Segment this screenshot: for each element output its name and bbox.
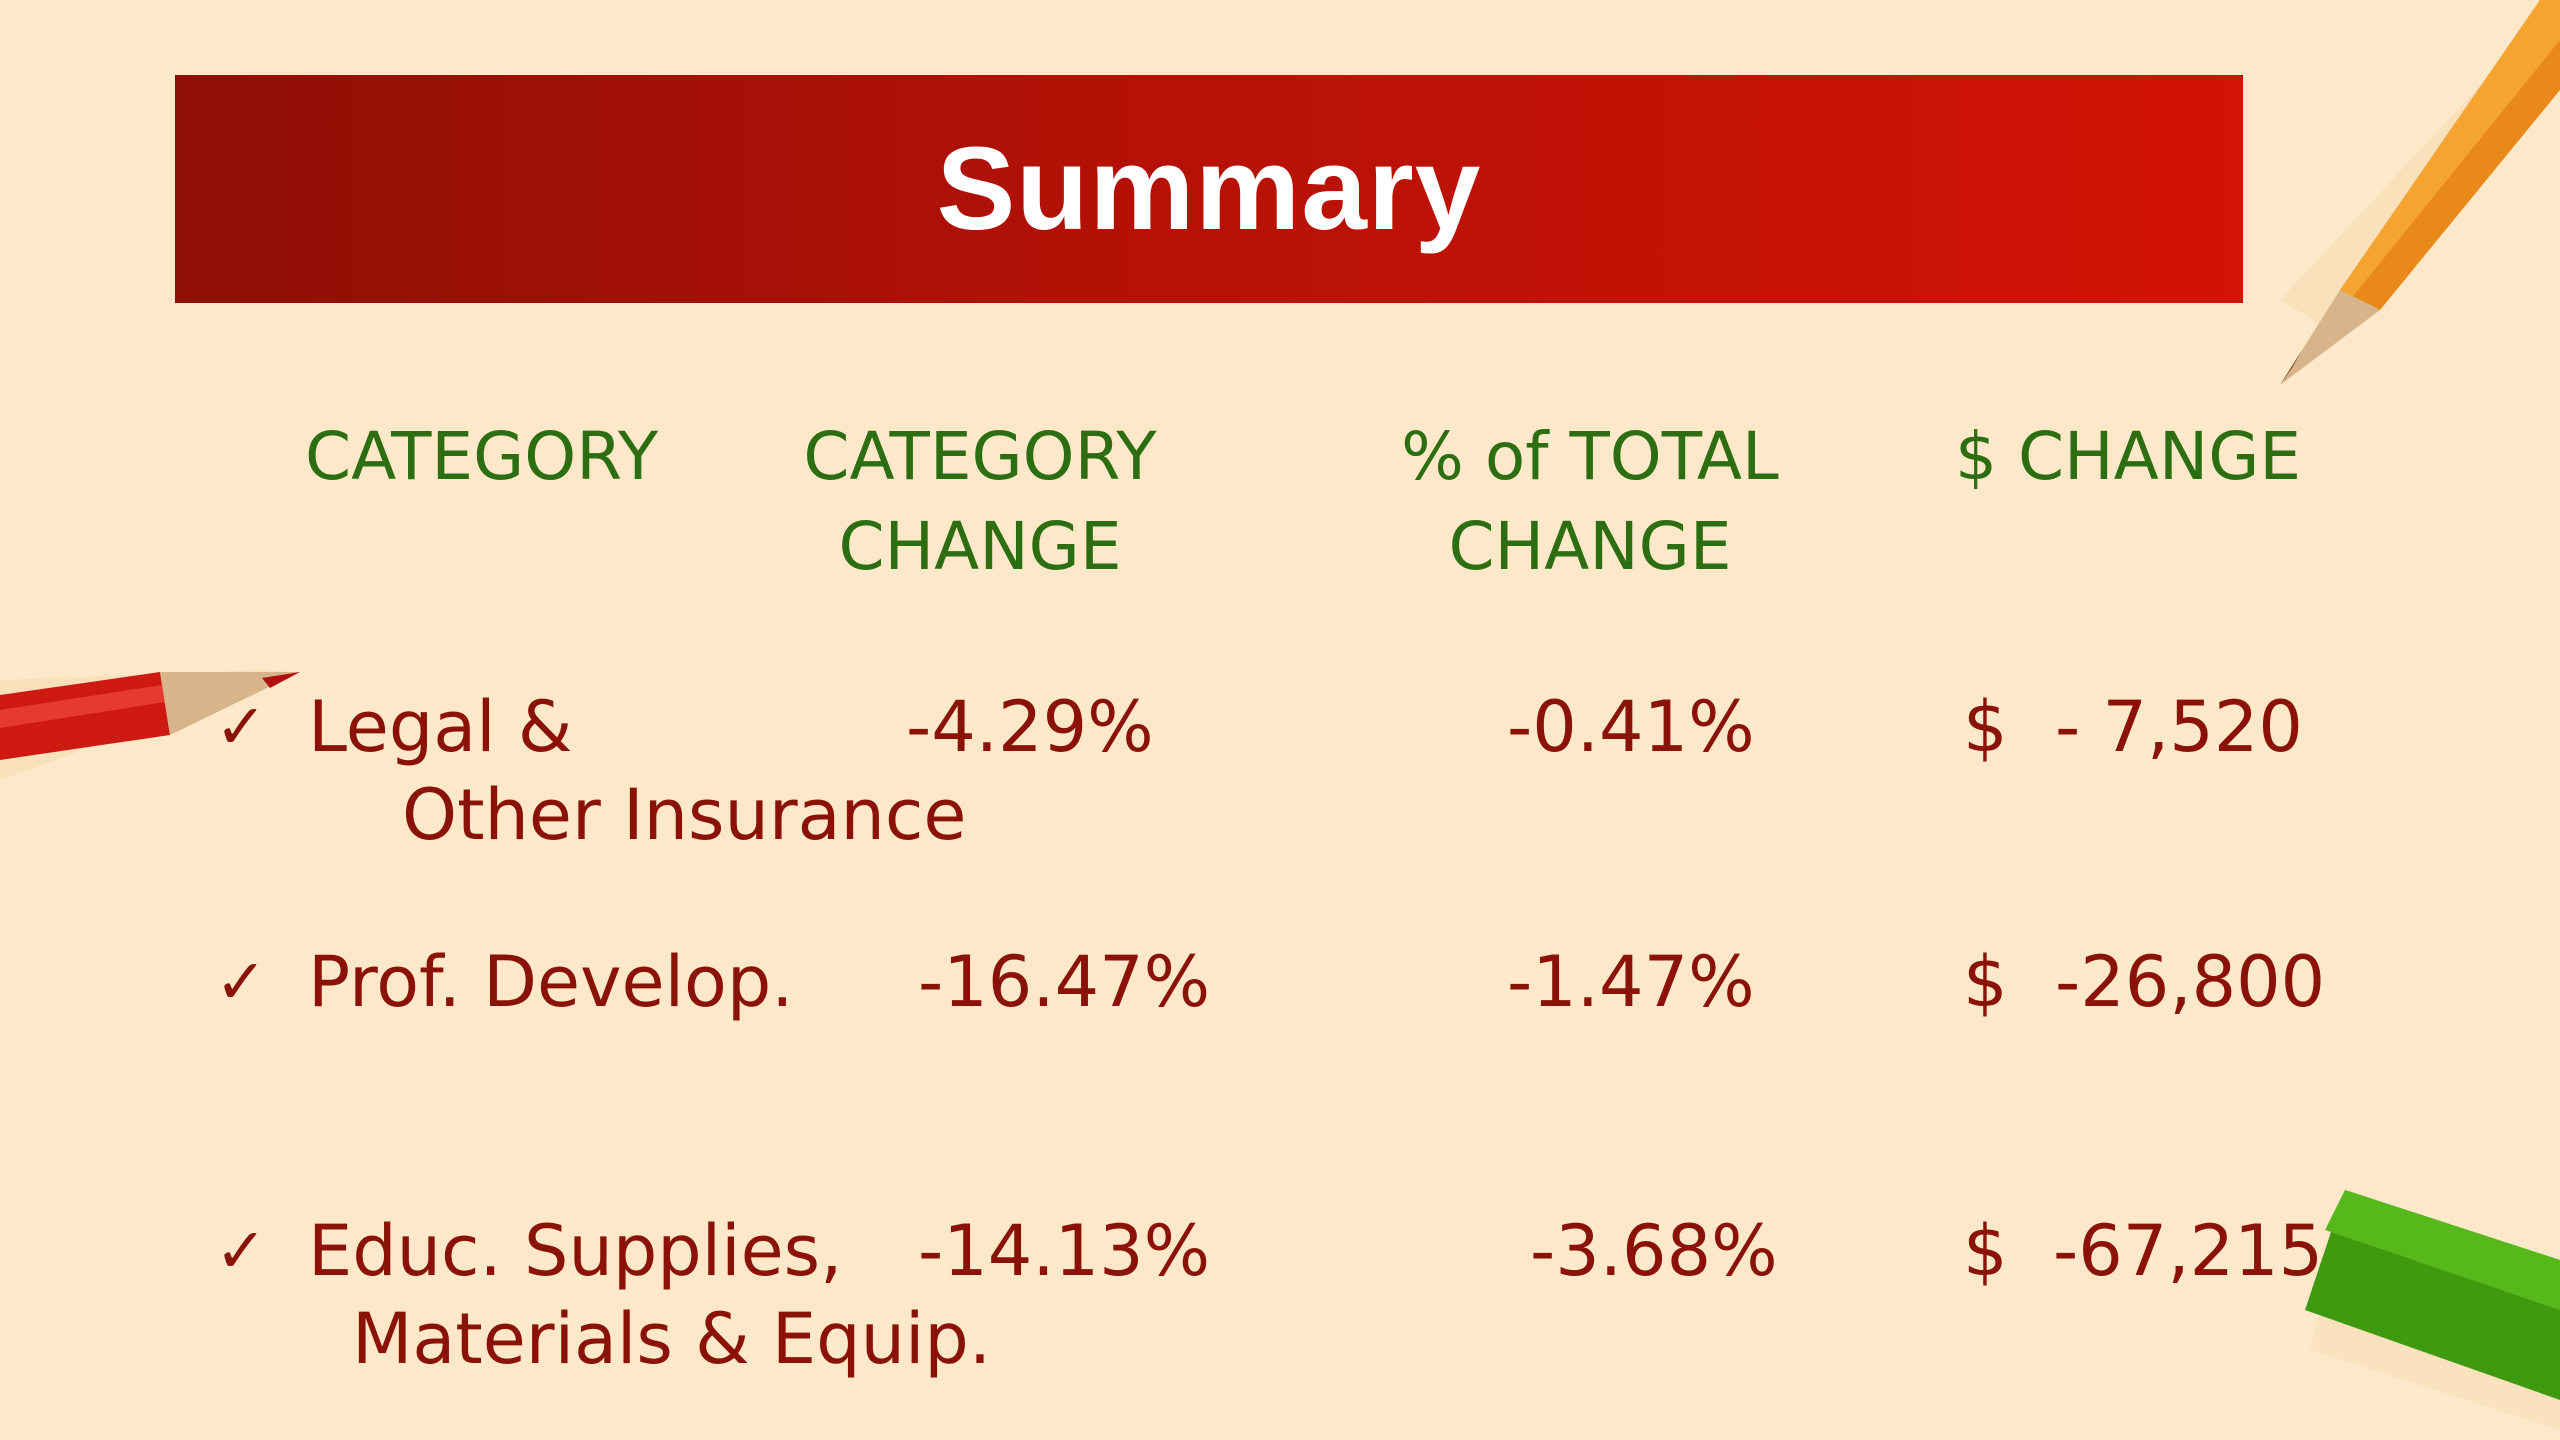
row2-category-change: -16.47% <box>918 941 1211 1023</box>
header-pct-total-change: % of TOTAL CHANGE <box>1370 412 1810 592</box>
slide-title: Summary <box>936 123 1482 255</box>
row3-category-change: -14.13% <box>918 1210 1211 1292</box>
header-pct-total-line1: % of TOTAL <box>1401 418 1779 495</box>
row1-category-line2: Other Insurance <box>402 774 967 856</box>
row1-dollar-change: - 7,520 <box>2055 686 2303 768</box>
row3-category-line1: Educ. Supplies, <box>308 1210 843 1292</box>
row1-pct-total-change: -0.41% <box>1507 686 1755 768</box>
header-dollar-change: $ CHANGE <box>1955 418 2302 495</box>
row1-category-change: -4.29% <box>906 686 1154 768</box>
check-icon: ✓ <box>215 945 267 1018</box>
row3-category-line2: Materials & Equip. <box>352 1298 992 1380</box>
orange-pencil-icon <box>2280 0 2560 385</box>
row2-dollar-sign: $ <box>1963 941 2008 1023</box>
check-icon: ✓ <box>215 1214 267 1287</box>
row1-dollar-sign: $ <box>1963 686 2008 768</box>
header-category-change-line2: CHANGE <box>838 508 1122 585</box>
row3-dollar-sign: $ <box>1963 1210 2008 1292</box>
row3-dollar-change: -67,215 <box>2053 1210 2324 1292</box>
row2-category-line1: Prof. Develop. <box>308 941 794 1023</box>
red-pencil-icon <box>0 670 300 780</box>
row3-pct-total-change: -3.68% <box>1530 1210 1778 1292</box>
title-bar: Summary <box>175 75 2243 303</box>
header-pct-total-line2: CHANGE <box>1448 508 1732 585</box>
header-category-change-line1: CATEGORY <box>803 418 1157 495</box>
header-category-change: CATEGORY CHANGE <box>790 412 1170 592</box>
row1-category-line1: Legal & <box>308 686 573 768</box>
row2-pct-total-change: -1.47% <box>1507 941 1755 1023</box>
green-pencil-icon <box>2305 1190 2560 1430</box>
row2-dollar-change: -26,800 <box>2055 941 2326 1023</box>
header-category: CATEGORY <box>305 418 659 495</box>
